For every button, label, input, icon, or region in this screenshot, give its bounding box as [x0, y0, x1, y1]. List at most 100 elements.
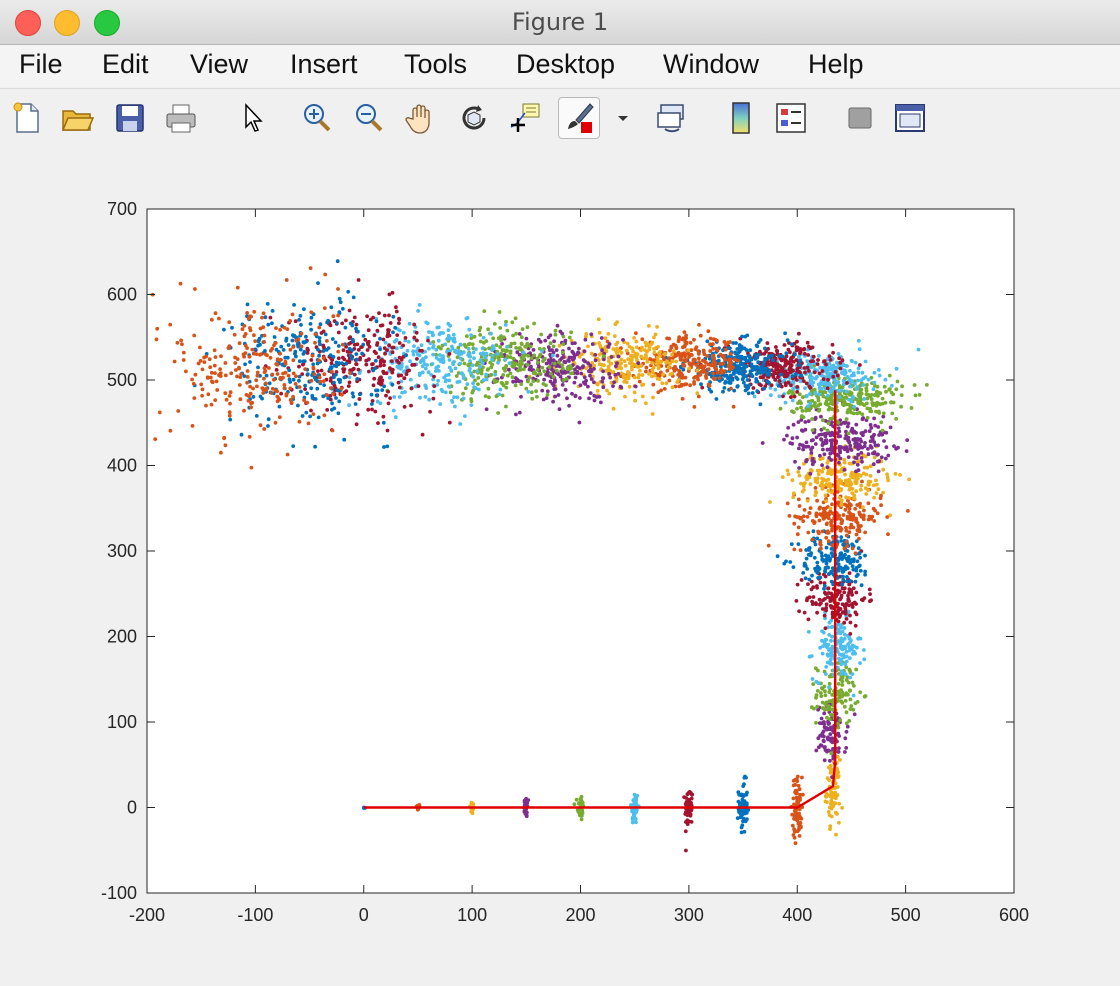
scatter-point: [687, 797, 691, 802]
scatter-point: [482, 309, 487, 313]
scatter-point: [291, 358, 296, 363]
scatter-point: [361, 334, 366, 338]
scatter-point: [226, 346, 231, 351]
zoom-in-icon[interactable]: [300, 101, 334, 135]
scatter-point: [836, 453, 841, 458]
scatter-point: [639, 348, 643, 353]
scatter-point: [616, 354, 621, 359]
scatter-point: [632, 336, 636, 340]
maximize-window-button[interactable]: [94, 10, 120, 36]
scatter-point: [816, 358, 820, 362]
menu-edit[interactable]: Edit: [102, 49, 149, 79]
scatter-point: [786, 425, 791, 430]
scatter-point: [484, 407, 489, 412]
new-figure-icon[interactable]: [10, 101, 44, 135]
scatter-point: [464, 345, 468, 349]
pointer-icon[interactable]: [236, 101, 270, 135]
scatter-point: [504, 381, 509, 386]
x-tick-label: -200: [129, 905, 165, 925]
scatter-point: [804, 548, 809, 552]
scatter-point: [567, 359, 571, 363]
scatter-point: [838, 434, 842, 439]
colorbar-icon[interactable]: [724, 101, 758, 135]
pan-hand-icon[interactable]: [404, 101, 438, 135]
scatter-point: [881, 467, 886, 472]
scatter-point: [792, 547, 797, 552]
scatter-point: [862, 444, 867, 449]
scatter-point: [603, 336, 608, 341]
scatter-point: [228, 417, 233, 422]
menu-window[interactable]: Window: [663, 49, 760, 79]
scatter-point: [840, 806, 844, 810]
scatter-point: [651, 382, 656, 387]
scatter-point: [708, 342, 712, 347]
scatter-point: [426, 335, 430, 340]
rotate-3d-icon[interactable]: [457, 101, 491, 135]
scatter-point: [718, 362, 723, 366]
scatter-point: [868, 444, 873, 448]
print-icon[interactable]: [164, 101, 198, 135]
show-plot-tools-icon[interactable]: [893, 101, 927, 135]
scatter-point: [270, 346, 275, 351]
scatter-point: [297, 419, 302, 424]
close-window-button[interactable]: [15, 10, 41, 36]
scatter-point: [567, 355, 572, 360]
scatter-point: [322, 306, 327, 310]
menu-insert[interactable]: Insert: [290, 49, 358, 79]
scatter-point: [498, 345, 502, 349]
scatter-point: [317, 325, 322, 330]
scatter-point: [470, 342, 475, 347]
scatter-point: [650, 361, 654, 365]
scatter-point: [809, 438, 814, 443]
menu-view[interactable]: View: [190, 49, 249, 79]
menu-file[interactable]: File: [19, 49, 63, 79]
scatter-point: [702, 359, 707, 364]
scatter-point: [808, 482, 813, 486]
scatter-point: [723, 357, 728, 362]
scatter-point: [520, 327, 525, 331]
open-file-icon[interactable]: [60, 101, 94, 135]
brush-dropdown-icon[interactable]: [606, 101, 628, 135]
scatter-point: [843, 750, 847, 754]
scatter-point: [561, 342, 566, 347]
brush-button[interactable]: [558, 97, 600, 139]
scatter-point: [266, 424, 270, 428]
scatter-point: [851, 430, 855, 435]
scatter-point: [637, 373, 641, 377]
save-icon[interactable]: [113, 101, 147, 135]
scatter-point: [879, 455, 884, 460]
scatter-point: [322, 413, 327, 418]
scatter-point: [227, 320, 232, 325]
zoom-out-icon[interactable]: [352, 101, 386, 135]
scatter-point: [816, 707, 820, 712]
scatter-point: [293, 351, 297, 356]
scatter-point: [288, 347, 293, 352]
menu-tools[interactable]: Tools: [404, 49, 468, 79]
scatter-point: [246, 398, 251, 403]
scatter-plot[interactable]: -200 -100 0 100 200 300 400 500 600-100010020030…: [0, 145, 1120, 986]
data-cursor-icon[interactable]: [508, 101, 542, 135]
scatter-point: [392, 395, 397, 399]
scatter-point: [843, 436, 848, 441]
scatter-point: [262, 340, 267, 344]
menu-desktop[interactable]: Desktop: [516, 49, 616, 79]
scatter-point: [705, 354, 710, 358]
hide-plot-tools-icon[interactable]: [843, 101, 877, 135]
scatter-point: [544, 383, 548, 388]
legend-icon[interactable]: [774, 101, 808, 135]
minimize-window-button[interactable]: [54, 10, 80, 36]
scatter-point: [671, 349, 676, 353]
link-plot-icon[interactable]: [655, 101, 689, 135]
scatter-point: [808, 401, 813, 406]
scatter-point: [782, 343, 787, 347]
scatter-point: [801, 519, 806, 523]
scatter-point: [238, 397, 243, 402]
scatter-point: [860, 479, 864, 484]
scatter-point: [823, 626, 828, 631]
scatter-point: [744, 775, 748, 780]
menu-help[interactable]: Help: [808, 49, 864, 79]
scatter-point: [378, 360, 383, 365]
scatter-point: [844, 396, 849, 400]
title-bar[interactable]: Figure 1: [0, 0, 1120, 45]
scatter-point: [847, 487, 852, 492]
